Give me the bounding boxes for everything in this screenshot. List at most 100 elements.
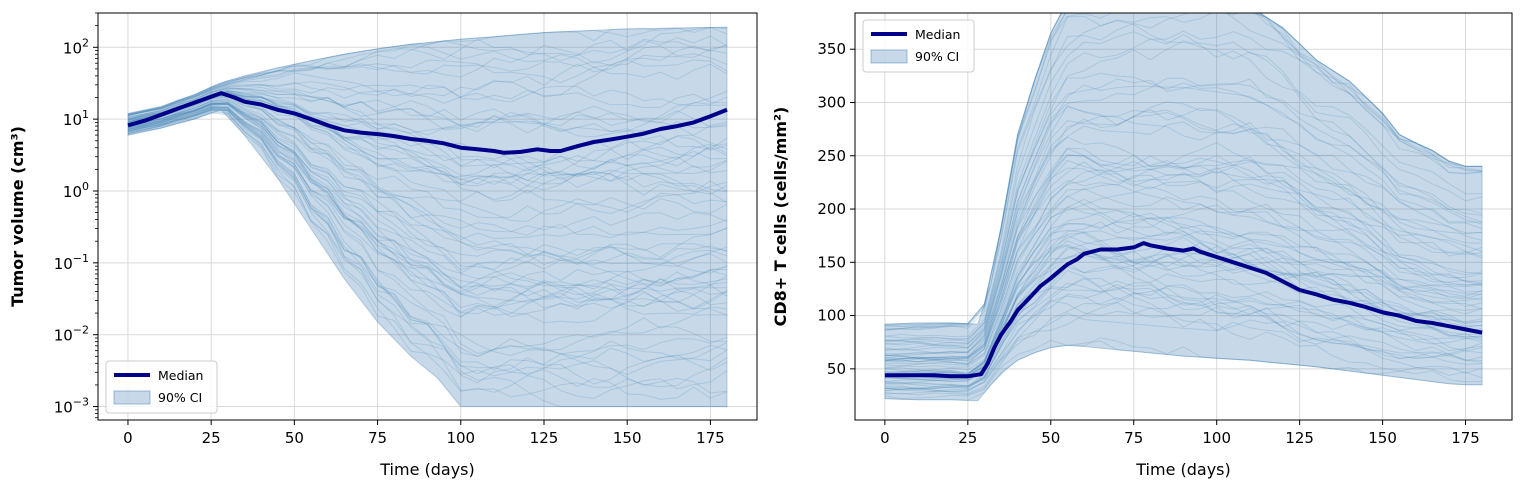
trajectory-line	[127, 98, 728, 239]
trajectory-line	[127, 106, 728, 318]
legend-median-label: Median	[158, 368, 203, 383]
x-tick-label: 0	[123, 429, 133, 447]
y-tick-label: 10−3	[54, 396, 89, 417]
x-tick-label: 125	[530, 429, 559, 447]
trajectory-line	[127, 102, 728, 287]
trajectory-line	[884, 111, 1483, 349]
trajectory-line	[884, 302, 1483, 393]
trajectory-line	[127, 107, 728, 372]
legend-ci-swatch	[870, 49, 908, 64]
trajectory-line	[884, 121, 1483, 359]
trajectory-line	[884, 147, 1483, 361]
ci-band	[884, 13, 1483, 402]
legend: Median 90% CI	[862, 19, 975, 73]
trajectory-line	[884, 13, 1483, 326]
cd8-t-cells-chart: 0 25 50 75 100 125 150 17550100150200250300350 …	[771, 12, 1513, 479]
trajectory-line	[127, 45, 728, 119]
trajectory-line	[884, 154, 1483, 360]
trajectory-line	[884, 188, 1483, 368]
trajectory-line	[127, 108, 728, 371]
grid-lines	[855, 13, 1512, 420]
median-line	[884, 241, 1483, 379]
trajectory-line	[127, 38, 728, 115]
trajectory-line	[127, 89, 728, 181]
trajectory-line	[127, 108, 728, 355]
trajectory-line	[127, 106, 728, 307]
trajectory-line	[884, 154, 1483, 360]
x-tick-label: 125	[1285, 429, 1314, 447]
trajectory-line	[884, 13, 1483, 331]
axis-ticks: 0 25 50 75 100 125 150 175 10−3 10−2 10−1 100 101 102	[54, 12, 725, 447]
trajectory-line	[127, 102, 728, 285]
trajectory-line	[127, 103, 728, 316]
trajectory-line	[127, 112, 728, 400]
plot-area	[127, 26, 728, 408]
trajectory-line	[884, 13, 1483, 327]
trajectory-line	[127, 102, 728, 274]
trajectory-line	[884, 13, 1483, 331]
trajectory-line	[884, 287, 1483, 395]
trajectory-line	[884, 13, 1483, 325]
trajectory-line	[884, 77, 1483, 345]
trajectory-line	[127, 89, 728, 150]
trajectory-line	[127, 110, 727, 408]
y-tick-label: 200	[817, 200, 846, 218]
y-tick-label: 100	[63, 180, 89, 201]
plot-frame	[97, 12, 758, 421]
legend-ci-swatch	[113, 390, 151, 405]
y-axis-label: CD8+ T cells (cells/mm²)	[771, 107, 790, 327]
y-axis-label: Tumor volume (cm³)	[8, 126, 27, 307]
x-tick-label: 175	[1451, 429, 1480, 447]
y-tick-label: 150	[817, 253, 846, 271]
trajectory-line	[127, 87, 728, 134]
trajectory-line	[127, 109, 728, 400]
trajectory-line	[127, 109, 728, 394]
trajectory-line	[127, 35, 728, 115]
trajectory-line	[884, 20, 1483, 329]
trajectory-line	[884, 297, 1483, 396]
x-tick-label: 100	[1202, 429, 1231, 447]
trajectory-line	[884, 154, 1483, 362]
x-tick-label: 175	[696, 429, 725, 447]
trajectory-line	[884, 107, 1483, 356]
x-tick-label: 50	[285, 429, 304, 447]
trajectory-line	[127, 103, 728, 266]
trajectory-line	[884, 183, 1483, 362]
trajectory-line	[127, 105, 728, 302]
x-tick-label: 0	[880, 429, 890, 447]
trajectory-line	[127, 86, 728, 138]
trajectory-line	[884, 287, 1483, 395]
trajectory-line	[884, 40, 1483, 345]
legend: Median 90% CI	[105, 360, 218, 414]
trajectory-line	[127, 97, 728, 236]
trajectory-line	[127, 106, 728, 309]
trajectory-line	[127, 91, 728, 193]
trajectory-line	[127, 59, 728, 116]
trajectory-line	[127, 111, 728, 398]
trajectory-line	[127, 105, 728, 318]
trajectory-line	[127, 26, 728, 116]
trajectory-line	[884, 30, 1483, 340]
trajectory-line	[884, 270, 1483, 390]
axis-ticks: 0 25 50 75 100 125 150 175 50 100 150 200 250 300 350	[817, 40, 1480, 447]
trajectory-line	[127, 45, 728, 115]
trajectory-line	[127, 88, 728, 150]
x-tick-label: 50	[1041, 429, 1060, 447]
trajectory-line	[127, 80, 728, 116]
x-tick-label: 75	[368, 429, 387, 447]
trajectory-line	[127, 43, 728, 116]
plot-area	[884, 13, 1483, 402]
trajectory-line	[127, 92, 728, 136]
trajectory-line	[884, 277, 1483, 392]
trajectory-line	[127, 108, 728, 376]
trajectory-line	[127, 102, 728, 288]
trajectory-line	[884, 172, 1483, 366]
trajectory-line	[884, 72, 1483, 342]
trajectory-line	[884, 337, 1483, 401]
trajectory-line	[884, 78, 1483, 350]
trajectory-line	[884, 206, 1483, 375]
trajectory-line	[127, 103, 728, 296]
y-tick-label: 250	[817, 147, 846, 165]
trajectory-line	[884, 339, 1483, 399]
y-tick-label: 350	[817, 40, 846, 58]
